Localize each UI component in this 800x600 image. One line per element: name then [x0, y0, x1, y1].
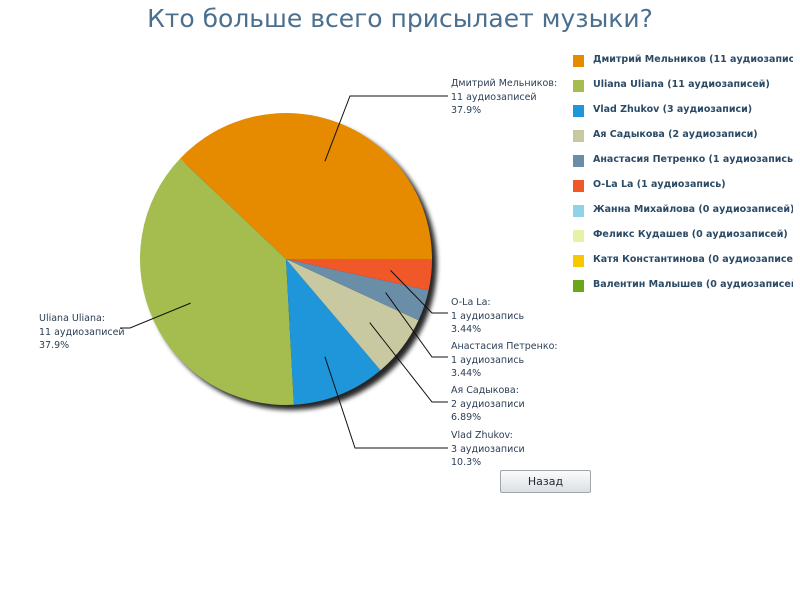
legend: Дмитрий Мельников (11 аудиозаписе Uliana …: [571, 54, 793, 304]
leader-line-vlad-zhukov: [324, 356, 448, 449]
callout-percent: 6.89%: [451, 412, 482, 423]
legend-swatch: [573, 130, 584, 142]
leader-lines: [120, 95, 448, 449]
callout-value: 11 аудиозаписей: [39, 326, 125, 338]
leader-line-ая-садыкова: [369, 322, 448, 403]
legend-item-валентин-малышев: Валентин Малышев (0 аудиозаписей): [571, 279, 793, 304]
legend-item-uliana-uliana: Uliana Uliana (11 аудиозаписей): [571, 79, 793, 104]
pie-slice-анастасия-петренко: [286, 259, 429, 321]
legend-label: Валентин Малышев (0 аудиозаписей): [593, 279, 793, 290]
legend-label: O-La La (1 аудиозапись): [593, 179, 726, 190]
legend-swatch: [573, 105, 584, 117]
legend-item-дмитрий-мельников: Дмитрий Мельников (11 аудиозаписе: [571, 54, 793, 79]
legend-item-катя-константинова: Катя Константинова (0 аудиозаписей): [571, 254, 793, 279]
legend-swatch: [573, 230, 584, 242]
legend-item-анастасия-петренко: Анастасия Петренко (1 аудиозапись): [571, 154, 793, 179]
legend-item-феликс-кудашев: Феликс Кудашев (0 аудиозаписей): [571, 229, 793, 254]
legend-label: Vlad Zhukov (3 аудиозаписи): [593, 104, 753, 115]
chart-title: Кто больше всего присылает музыки?: [147, 4, 653, 33]
legend-label: Ая Садыкова (2 аудиозаписи): [593, 129, 758, 140]
callout-percent: 3.44%: [451, 324, 482, 335]
callout-ая-садыкова: Ая Садыкова: 2 аудиозаписи 6.89%: [451, 384, 525, 425]
legend-label: Феликс Кудашев (0 аудиозаписей): [593, 229, 788, 240]
callout-percent: 10.3%: [451, 457, 482, 468]
legend-swatch: [573, 55, 584, 67]
callout-дмитрий-мельников: Дмитрий Мельников: 11 аудиозаписей 37.9%: [451, 77, 557, 118]
legend-label: Дмитрий Мельников (11 аудиозаписе: [593, 54, 793, 65]
legend-item-жанна-михайлова: Жанна Михайлова (0 аудиозаписей): [571, 204, 793, 229]
callout-vlad-zhukov: Vlad Zhukov: 3 аудиозаписи 10.3%: [451, 429, 525, 470]
legend-label: Анастасия Петренко (1 аудиозапись): [593, 154, 793, 165]
callout-percent: 37.9%: [39, 340, 70, 351]
legend-label: Жанна Михайлова (0 аудиозаписей): [593, 204, 793, 215]
callout-name: Uliana Uliana:: [39, 313, 106, 324]
back-button[interactable]: Назад: [500, 470, 591, 493]
legend-swatch: [573, 80, 584, 92]
callout-name: Дмитрий Мельников:: [451, 78, 558, 89]
leader-line-дмитрий-мельников: [324, 95, 448, 162]
callout-value: 3 аудиозаписи: [451, 443, 525, 455]
pie-slice-o-la-la: [286, 259, 432, 291]
pie-slices: [139, 112, 432, 406]
callout-value: 1 аудиозапись: [451, 354, 525, 366]
callout-name: O-La La:: [451, 297, 491, 308]
legend-swatch: [573, 280, 584, 292]
callout-uliana-uliana: Uliana Uliana: 11 аудиозаписей 37.9%: [39, 312, 125, 353]
pie-slice-uliana-uliana: [139, 158, 294, 406]
callout-value: 11 аудиозаписей: [451, 91, 537, 103]
legend-swatch: [573, 155, 584, 167]
legend-item-vlad-zhukov: Vlad Zhukov (3 аудиозаписи): [571, 104, 793, 129]
callout-анастасия-петренко: Анастасия Петренко: 1 аудиозапись 3.44%: [451, 340, 558, 381]
pie-slice-vlad-zhukov: [286, 259, 381, 405]
callout-name: Ая Садыкова:: [451, 385, 519, 396]
callout-o-la-la: O-La La: 1 аудиозапись 3.44%: [451, 296, 524, 337]
legend-item-o-la-la: O-La La (1 аудиозапись): [571, 179, 793, 204]
legend-swatch: [573, 180, 584, 192]
callout-value: 2 аудиозаписи: [451, 398, 525, 410]
legend-swatch: [573, 255, 584, 267]
callout-percent: 37.9%: [451, 105, 482, 116]
legend-item-ая-садыкова: Ая Садыкова (2 аудиозаписи): [571, 129, 793, 154]
callout-name: Анастасия Петренко:: [451, 341, 558, 352]
callout-value: 1 аудиозапись: [451, 310, 525, 322]
callout-percent: 3.44%: [451, 368, 482, 379]
leader-line-uliana-uliana: [120, 302, 191, 329]
legend-label: Катя Константинова (0 аудиозаписей): [593, 254, 793, 265]
leader-line-анастасия-петренко: [385, 292, 448, 358]
pie-slice-дмитрий-мельников: [180, 112, 432, 259]
legend-swatch: [573, 205, 584, 217]
legend-label: Uliana Uliana (11 аудиозаписей): [593, 79, 770, 90]
leader-line-o-la-la: [390, 270, 448, 314]
callout-name: Vlad Zhukov:: [451, 430, 513, 441]
